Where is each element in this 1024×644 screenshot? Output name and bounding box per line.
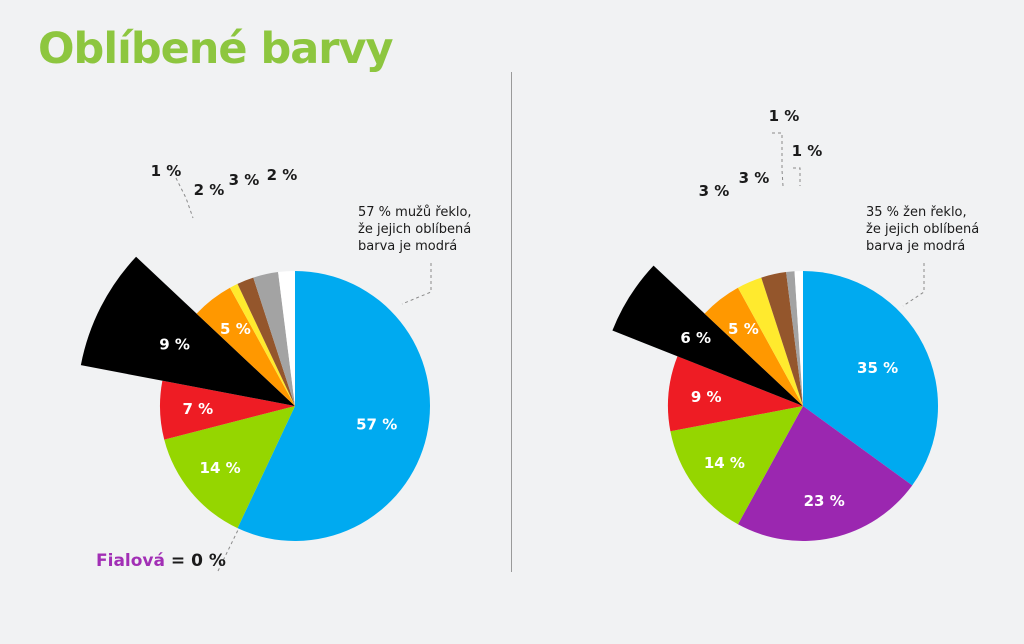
slice-label: 9 % [159, 336, 190, 354]
annotation-text: 57 % mužů řeklo, že jejich oblíbená barva … [358, 205, 472, 254]
fialova-value: = 0 % [170, 551, 226, 571]
leader-line [793, 167, 801, 186]
pie-slice [237, 277, 295, 406]
pie-slice [794, 271, 803, 406]
pie-slice [737, 406, 913, 542]
leader-line [772, 132, 784, 187]
pie-slice [803, 271, 939, 486]
pie-slice [278, 271, 295, 406]
pie-slice [237, 271, 431, 541]
pie-slice [164, 406, 295, 529]
pie-slice [667, 356, 803, 432]
pie-chart-men: 57 %14 %7 %9 %5 %1 %2 %3 % 2 %57 % mužů ř… [80, 162, 472, 572]
slice-label: 1 % [769, 107, 800, 125]
slice-label: 35 % [857, 359, 898, 377]
chart-title: Oblíbené barvy [38, 24, 394, 74]
pie-slice [159, 380, 295, 440]
pie-slice [704, 287, 803, 406]
pie-slice [670, 406, 803, 525]
divider [511, 72, 512, 572]
fialova-note: Fialová = 0 % [96, 551, 226, 571]
slice-label: 5 % [220, 320, 251, 338]
fialova-label: Fialová [96, 551, 165, 571]
annotation-leader [401, 263, 432, 305]
pie-chart-women: 35 % 23 % 14 % 9 % 6 % 5 % 3 % 3 % 1 % 1 % 35 % že… [612, 107, 979, 542]
pie-slice [196, 287, 295, 406]
pie-slice [253, 272, 295, 406]
pie-slice [761, 272, 803, 406]
pie-slice [612, 265, 803, 406]
slice-label: 9 % [691, 388, 722, 406]
fialova-leader [217, 529, 239, 572]
slice-label: 2 % [194, 181, 225, 199]
slice-label: 23 % [804, 492, 845, 510]
pie-slice [786, 271, 803, 406]
slice-label: 6 % [680, 329, 711, 347]
slice-label: 3 % [739, 169, 770, 187]
slice-label: 5 % [728, 320, 759, 338]
pie-slice [80, 256, 295, 406]
slice-label: 57 % [356, 415, 397, 433]
slice-label: 3 % [699, 182, 730, 200]
slice-label: 1 % [151, 162, 182, 180]
slice-label: 3 % [229, 171, 260, 189]
slice-label: 2 % [267, 166, 298, 184]
leader-line [175, 177, 194, 219]
slice-label: 14 % [704, 454, 745, 472]
annotation-leader [902, 263, 925, 307]
annotation-text: 35 % žen řeklo, že jejich oblíbená barva j… [866, 205, 979, 254]
pie-slice [737, 277, 803, 406]
pie-slice [229, 283, 295, 406]
slice-label: 14 % [200, 459, 241, 477]
slice-label: 1 % [792, 142, 823, 160]
slice-label: 7 % [182, 400, 213, 418]
